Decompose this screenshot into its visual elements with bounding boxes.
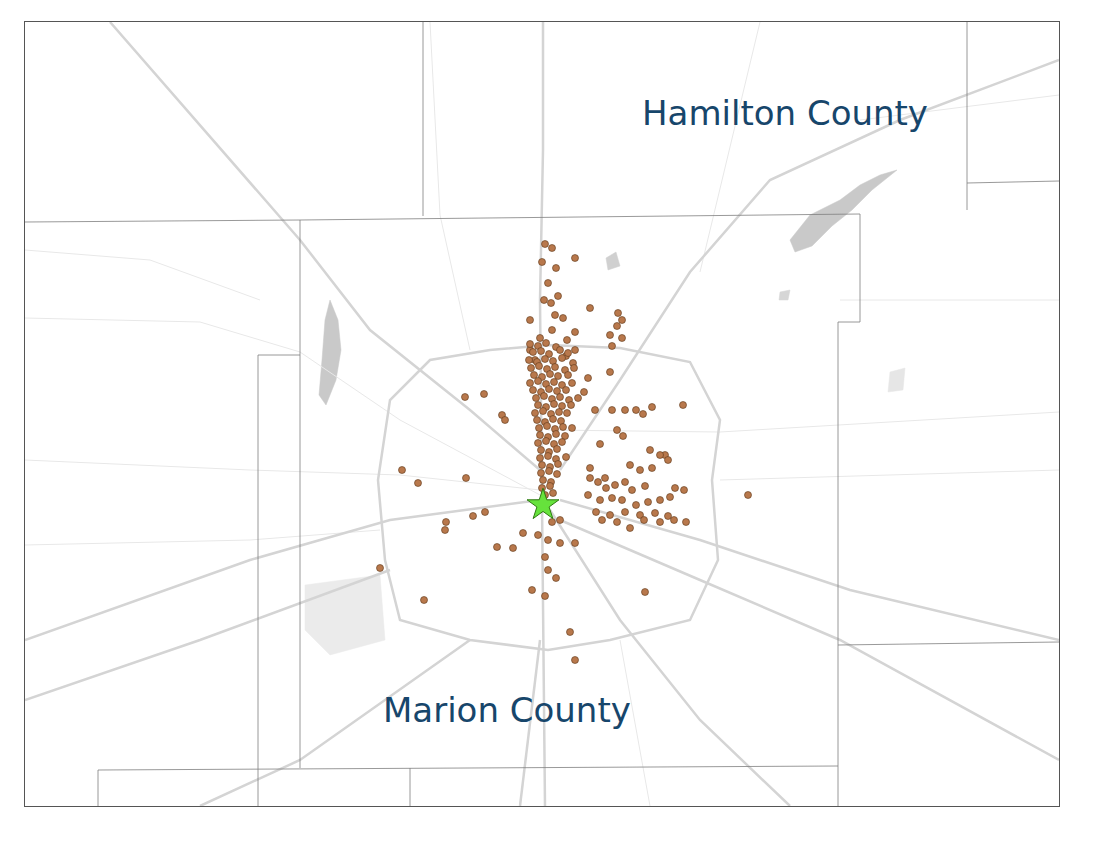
svg-text:Marion County: Marion County [383, 690, 631, 730]
svg-text:Hamilton County: Hamilton County [642, 93, 928, 133]
